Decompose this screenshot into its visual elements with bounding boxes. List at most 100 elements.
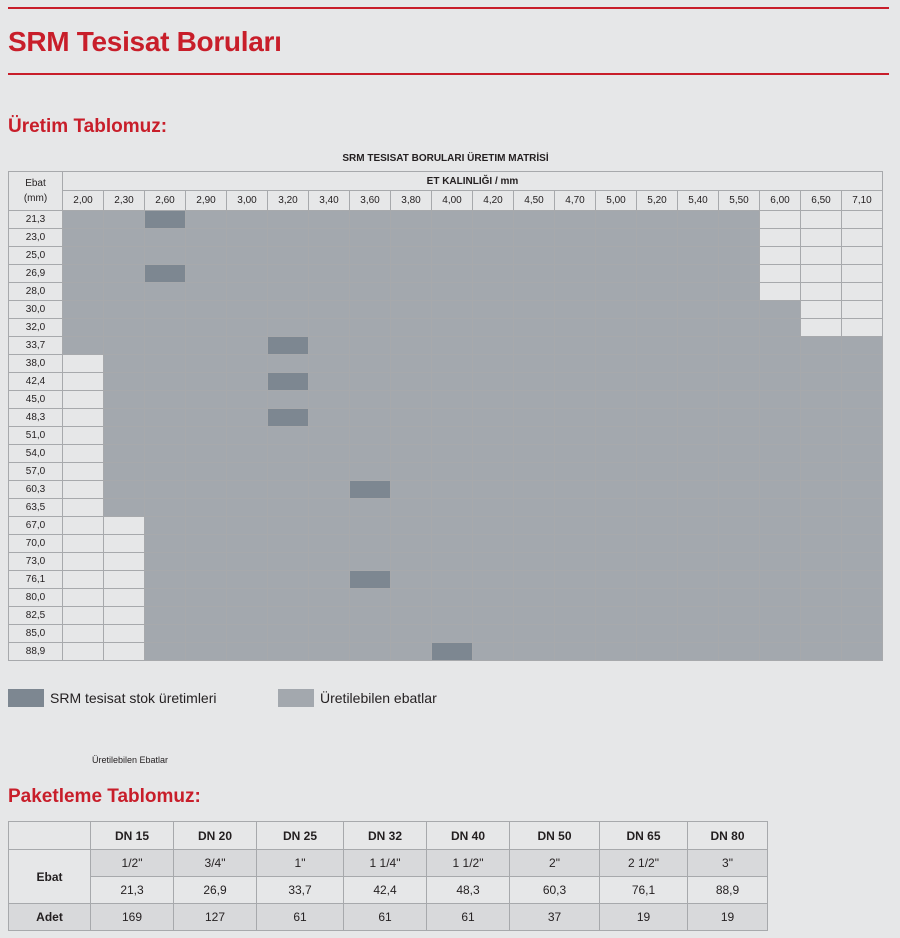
- producible-cell: [636, 354, 678, 373]
- empty-cell: [62, 606, 104, 625]
- producible-cell: [226, 246, 268, 265]
- producible-cell: [513, 318, 555, 337]
- producible-cell: [103, 408, 145, 427]
- producible-cell: [718, 300, 760, 319]
- empty-cell: [62, 498, 104, 517]
- matrix-row: 88,9: [8, 642, 883, 661]
- producible-cell: [103, 318, 145, 337]
- producible-cell: [759, 336, 801, 355]
- producible-cell: [554, 264, 596, 283]
- thickness-header: ET KALINLIĞI / mm: [62, 171, 883, 191]
- producible-cell: [349, 408, 391, 427]
- inch-cell: 3": [687, 849, 768, 877]
- empty-cell: [800, 210, 842, 229]
- producible-cell: [595, 570, 637, 589]
- producible-cell: [636, 282, 678, 301]
- producible-cell: [472, 210, 514, 229]
- producible-cell: [349, 210, 391, 229]
- producible-cell: [554, 426, 596, 445]
- producible-cell: [759, 390, 801, 409]
- producible-cell: [636, 372, 678, 391]
- size-label: 48,3: [8, 408, 63, 427]
- producible-cell: [144, 498, 186, 517]
- matrix-row: 73,0: [8, 552, 883, 571]
- producible-cell: [308, 300, 350, 319]
- thickness-col-header: 7,10: [841, 190, 883, 211]
- producible-cell: [718, 390, 760, 409]
- thickness-col-header: 2,60: [144, 190, 186, 211]
- producible-cell: [718, 588, 760, 607]
- producible-cell: [513, 426, 555, 445]
- producible-cell: [185, 300, 227, 319]
- producible-cell: [390, 426, 432, 445]
- producible-cell: [62, 210, 104, 229]
- producible-cell: [431, 372, 473, 391]
- mm-cell: 33,7: [256, 876, 344, 904]
- empty-cell: [841, 264, 883, 283]
- producible-cell: [226, 228, 268, 247]
- producible-cell: [144, 534, 186, 553]
- producible-cell: [308, 498, 350, 517]
- stock-cell: [431, 642, 473, 661]
- producible-cell: [513, 300, 555, 319]
- producible-cell: [472, 300, 514, 319]
- producible-cell: [144, 354, 186, 373]
- producible-cell: [431, 606, 473, 625]
- producible-cell: [800, 606, 842, 625]
- producible-cell: [841, 606, 883, 625]
- producible-cell: [759, 534, 801, 553]
- producible-cell: [718, 462, 760, 481]
- producible-cell: [513, 264, 555, 283]
- producible-cell: [718, 246, 760, 265]
- producible-cell: [390, 588, 432, 607]
- producible-cell: [677, 462, 719, 481]
- producible-cell: [841, 570, 883, 589]
- producible-cell: [718, 444, 760, 463]
- empty-cell: [841, 228, 883, 247]
- producible-cell: [226, 390, 268, 409]
- producible-cell: [800, 444, 842, 463]
- thickness-col-header: 3,40: [308, 190, 350, 211]
- empty-cell: [759, 264, 801, 283]
- stock-cell: [144, 210, 186, 229]
- legend-stock: SRM tesisat stok üretimleri: [8, 689, 216, 707]
- producible-cell: [185, 624, 227, 643]
- title-rule: [8, 73, 889, 75]
- producible-cell: [431, 300, 473, 319]
- producible-cell: [595, 624, 637, 643]
- producible-cell: [636, 552, 678, 571]
- producible-cell: [759, 498, 801, 517]
- producible-cell: [513, 588, 555, 607]
- empty-cell: [62, 408, 104, 427]
- producible-cell: [718, 552, 760, 571]
- producible-cell: [390, 624, 432, 643]
- producible-cell: [103, 210, 145, 229]
- producible-cell: [472, 516, 514, 535]
- producible-cell: [759, 300, 801, 319]
- empty-cell: [841, 318, 883, 337]
- producible-cell: [636, 300, 678, 319]
- producible-cell: [841, 498, 883, 517]
- producible-cell: [185, 444, 227, 463]
- producible-cell: [718, 282, 760, 301]
- producible-cell: [431, 624, 473, 643]
- producible-cell: [308, 588, 350, 607]
- producible-cell: [636, 498, 678, 517]
- producible-cell: [431, 246, 473, 265]
- size-label: 76,1: [8, 570, 63, 589]
- producible-cell: [636, 642, 678, 661]
- stock-cell: [267, 336, 309, 355]
- producible-cell: [103, 354, 145, 373]
- dn-header: DN 20: [173, 821, 257, 850]
- producible-cell: [349, 336, 391, 355]
- producible-cell: [759, 354, 801, 373]
- producible-cell: [185, 462, 227, 481]
- producible-cell: [308, 246, 350, 265]
- empty-cell: [759, 282, 801, 301]
- producible-cell: [472, 336, 514, 355]
- stock-label: SRM tesisat stok üretimleri: [50, 690, 217, 706]
- producible-cell: [636, 480, 678, 499]
- ebat-row-label: Ebat: [8, 849, 91, 904]
- producible-cell: [349, 444, 391, 463]
- empty-cell: [62, 588, 104, 607]
